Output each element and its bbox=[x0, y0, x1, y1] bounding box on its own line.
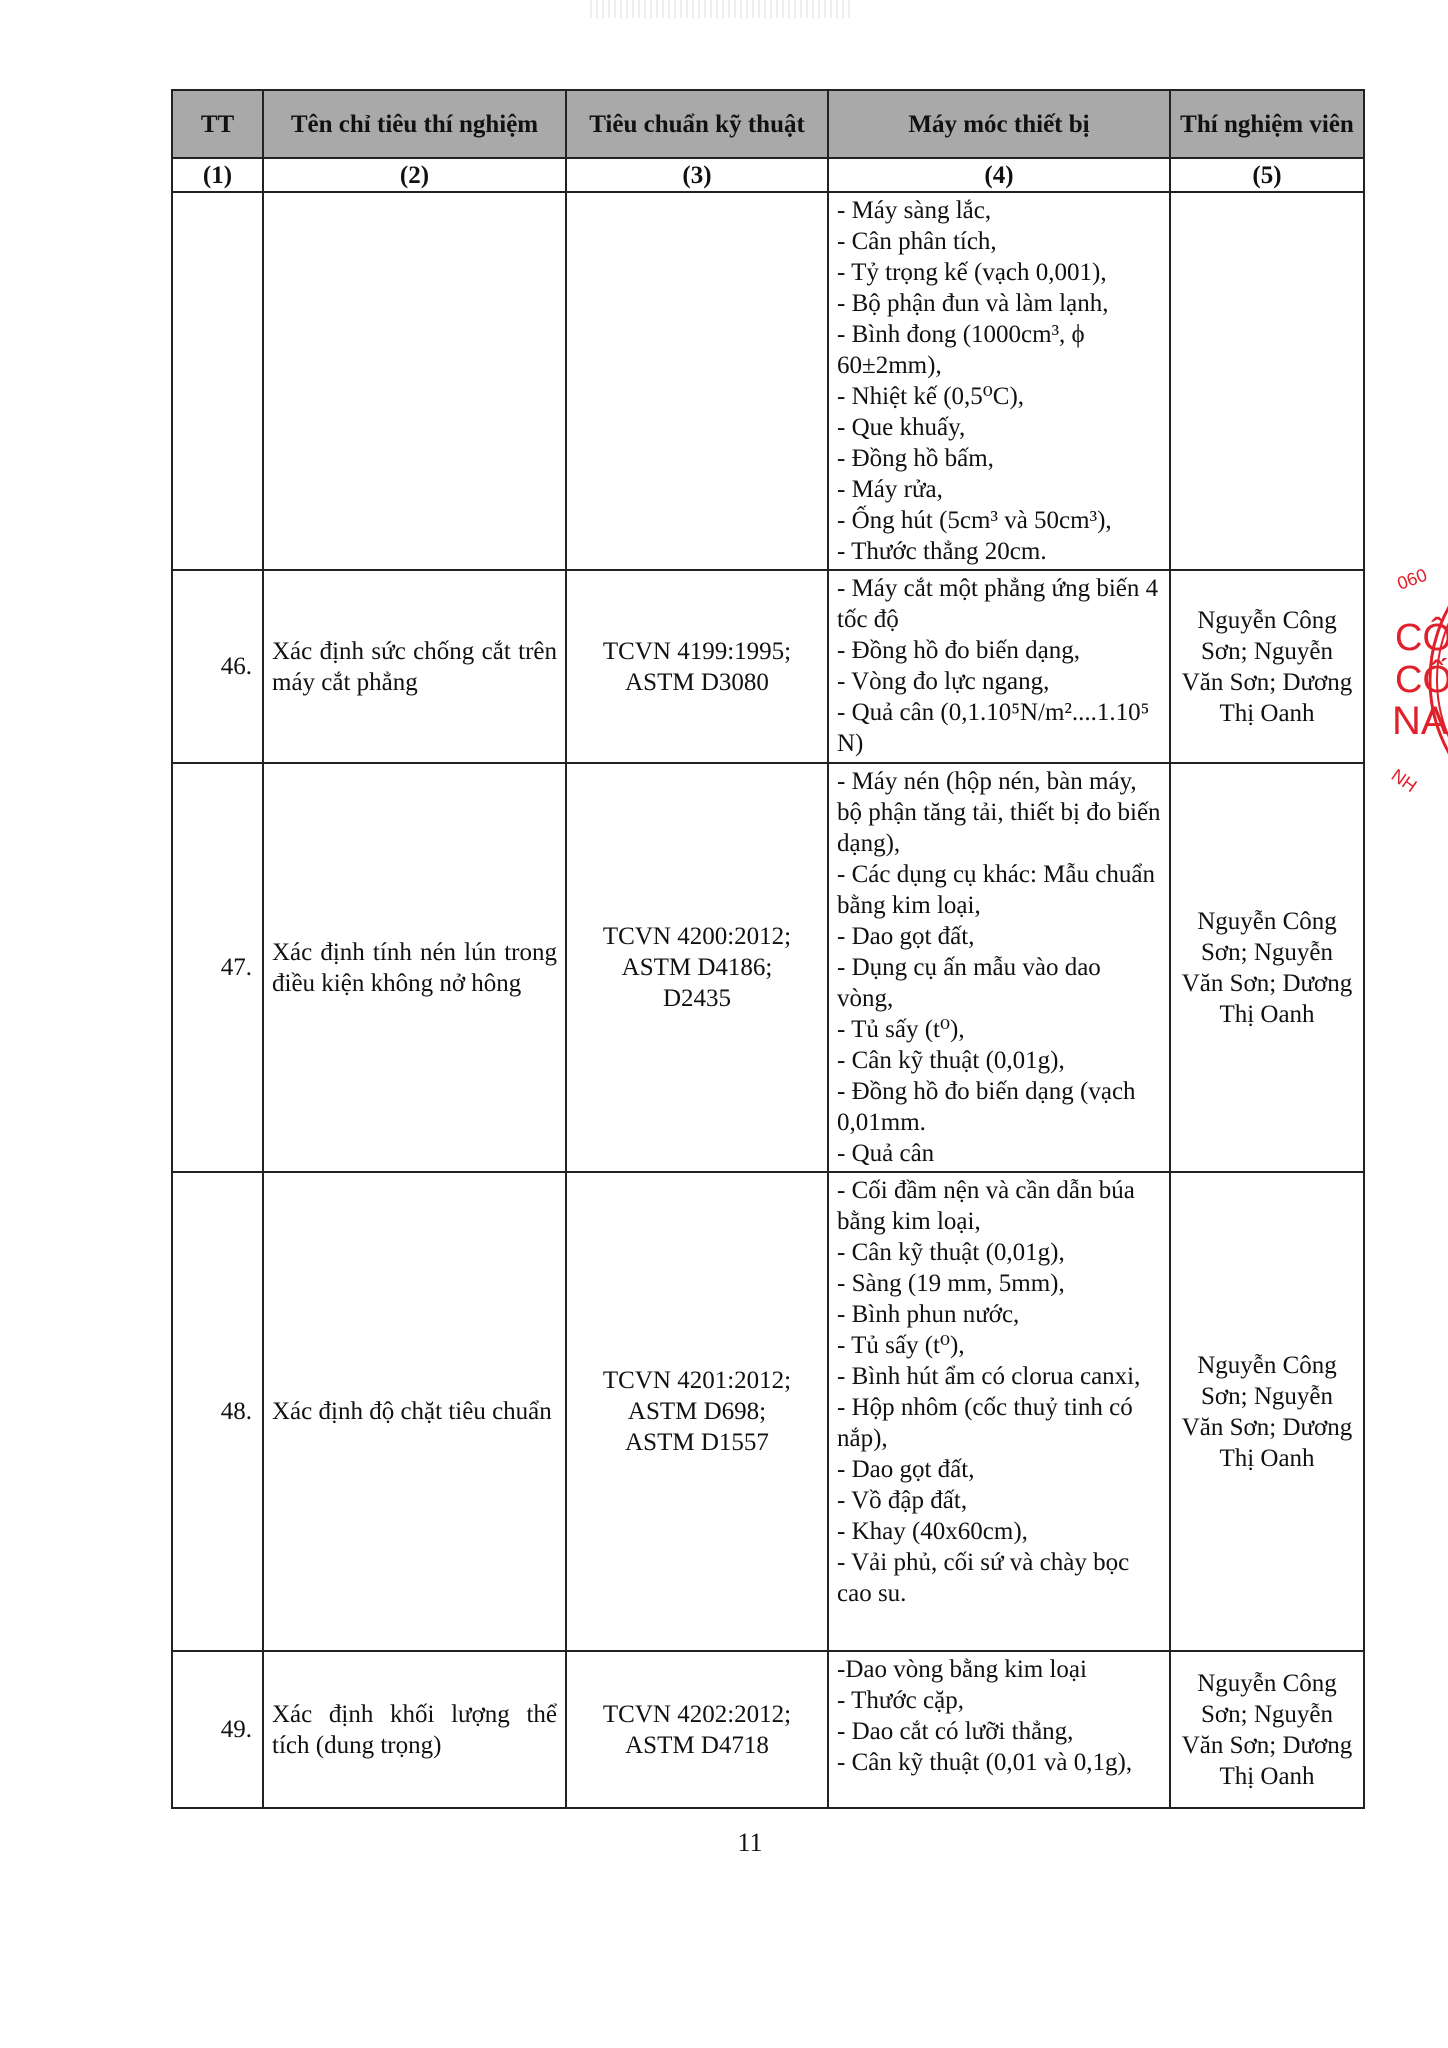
equipment-item: - Bình đong (1000cm³, ϕ 60±2mm), bbox=[837, 321, 1085, 379]
table-row: - Máy sàng lắc, - Cân phân tích, - Tỷ trọn… bbox=[171, 191, 1365, 571]
standard-cell: TCVN 4201:2012; ASTM D698; ASTM D1557 bbox=[565, 1171, 829, 1652]
header-row: TT Tên chỉ tiêu thí nghiệm Tiêu chuẩn kỹ… bbox=[171, 89, 1365, 159]
equipment-item: - Tủ sấy (t⁰), bbox=[837, 1016, 965, 1043]
equipment-item: - Cân phân tích, bbox=[837, 228, 997, 255]
standard-cell: TCVN 4202:2012; ASTM D4718 bbox=[565, 1650, 829, 1809]
header-equipment: Máy móc thiết bị bbox=[827, 89, 1171, 159]
staff-names: Nguyễn Công Sơn; Nguyễn Văn Sơn; Dương T… bbox=[1169, 1650, 1365, 1809]
staff-names: Nguyễn Công Sơn; Nguyễn Văn Sơn; Dương T… bbox=[1169, 1171, 1365, 1652]
standard-code: TCVN 4202:2012; bbox=[602, 1700, 792, 1728]
equipment-item: -Dao vòng bằng kim loại bbox=[837, 1656, 1087, 1683]
red-stamp: 060 CÔ CỐ NA NH bbox=[1380, 540, 1448, 820]
header-staff: Thí nghiệm viên bbox=[1169, 89, 1365, 159]
equipment-cell: - Máy nén (hộp nén, bàn máy, bộ phận tăn… bbox=[827, 762, 1171, 1173]
equipment-item: - Máy cắt một phẳng ứng biến 4 tốc độ bbox=[837, 575, 1159, 633]
column-number: (3) bbox=[565, 157, 829, 193]
equipment-item: - Đồng hồ đo biến dạng (vạch 0,01mm. bbox=[837, 1078, 1136, 1136]
row-number: 47. bbox=[171, 762, 264, 1173]
equipment-cell: - Máy cắt một phẳng ứng biến 4 tốc độ - Đ… bbox=[827, 569, 1171, 764]
equipment-item: - Máy sàng lắc, bbox=[837, 197, 992, 224]
column-number: (5) bbox=[1169, 157, 1365, 193]
equipment-item: - Dao gọt đất, bbox=[837, 923, 975, 950]
equipment-item: - Quả cân (0,1.10⁵N/m²....1.10⁵ N) bbox=[837, 699, 1150, 757]
equipment-item: - Đồng hồ bấm, bbox=[837, 445, 994, 472]
standard-code: TCVN 4199:1995; bbox=[602, 637, 792, 665]
equipment-item: - Vồ đập đất, bbox=[837, 1487, 968, 1514]
equipment-item: - Vòng đo lực ngang, bbox=[837, 668, 1050, 695]
stamp-text: CÔ bbox=[1395, 615, 1448, 659]
equipment-item: - Bộ phận đun và làm lạnh, bbox=[837, 290, 1109, 317]
page-number: 11 bbox=[737, 1828, 763, 1857]
equipment-item: - Thước thẳng 20cm. bbox=[837, 538, 1047, 565]
test-name: Xác định tính nén lún trong điều kiện kh… bbox=[262, 762, 567, 1173]
equipment-item: - Khay (40x60cm), bbox=[837, 1518, 1028, 1545]
equipment-cell: -Dao vòng bằng kim loại - Thước cặp, - Dao… bbox=[827, 1650, 1171, 1809]
table-row: 46. Xác định sức chống cắt trên máy cắt p… bbox=[171, 569, 1365, 764]
row-number: 49. bbox=[171, 1650, 264, 1809]
equipment-item: - Đồng hồ đo biến dạng, bbox=[837, 637, 1081, 664]
table-row: 48. Xác định độ chặt tiêu chuẩn TCVN 4201:… bbox=[171, 1171, 1365, 1652]
stamp-text: NA bbox=[1392, 699, 1448, 743]
equipment-item: - Máy rửa, bbox=[837, 476, 943, 503]
equipment-item: - Sàng (19 mm, 5mm), bbox=[837, 1270, 1065, 1297]
equipment-item: - Cối đầm nện và cần dẫn búa bằng kim lo… bbox=[837, 1177, 1135, 1235]
table-row: 49. Xác định khối lượng thể tích (dung tr… bbox=[171, 1650, 1365, 1809]
standard-code: ASTM D4186; bbox=[621, 954, 773, 981]
equipment-item: - Hộp nhôm (cốc thuỷ tinh có nắp), bbox=[837, 1394, 1133, 1452]
header-test-name: Tên chỉ tiêu thí nghiệm bbox=[262, 89, 567, 159]
equipment-item: - Tỷ trọng kế (vạch 0,001), bbox=[837, 259, 1107, 286]
standard-code: D2435 bbox=[662, 985, 732, 1012]
equipment-item: - Quả cân bbox=[837, 1140, 935, 1167]
standard-cell bbox=[565, 191, 829, 571]
staff-names bbox=[1169, 191, 1365, 571]
equipment-item: - Cân kỹ thuật (0,01g), bbox=[837, 1047, 1065, 1074]
column-number-row: (1) (2) (3) (4) (5) bbox=[171, 157, 1365, 193]
equipment-item: - Vải phủ, cối sứ và chày bọc cao su. bbox=[837, 1549, 1130, 1607]
equipment-item: - Tủ sấy (t⁰), bbox=[837, 1332, 965, 1359]
equipment-item: - Dao gọt đất, bbox=[837, 1456, 975, 1483]
column-number: (4) bbox=[827, 157, 1171, 193]
row-number: 48. bbox=[171, 1171, 264, 1652]
equipment-item: - Bình hút ẩm có clorua canxi, bbox=[837, 1363, 1141, 1390]
standard-code: ASTM D4718 bbox=[625, 1731, 769, 1759]
column-number: (2) bbox=[262, 157, 567, 193]
row-number bbox=[171, 191, 264, 571]
equipment-item: - Dụng cụ ấn mẫu vào dao vòng, bbox=[837, 954, 1101, 1012]
equipment-table: TT Tên chỉ tiêu thí nghiệm Tiêu chuẩn kỹ… bbox=[171, 89, 1365, 1809]
equipment-item: - Que khuấy, bbox=[837, 414, 966, 441]
standard-cell: TCVN 4200:2012; ASTM D4186; D2435 bbox=[565, 762, 829, 1173]
test-name: Xác định độ chặt tiêu chuẩn bbox=[262, 1171, 567, 1652]
table-row: 47. Xác định tính nén lún trong điều kiện… bbox=[171, 762, 1365, 1173]
stamp-text: CỐ bbox=[1395, 656, 1448, 701]
equipment-cell: - Cối đầm nện và cần dẫn búa bằng kim lo… bbox=[827, 1171, 1171, 1652]
column-number: (1) bbox=[171, 157, 264, 193]
header-tt: TT bbox=[171, 89, 264, 159]
standard-code: TCVN 4200:2012; bbox=[602, 923, 792, 950]
staff-names: Nguyễn Công Sơn; Nguyễn Văn Sơn; Dương T… bbox=[1169, 762, 1365, 1173]
standard-code: ASTM D698; bbox=[627, 1398, 767, 1425]
test-name: Xác định khối lượng thể tích (dung trọng… bbox=[262, 1650, 567, 1809]
standard-code: ASTM D1557 bbox=[625, 1429, 769, 1456]
standard-code: ASTM D3080 bbox=[625, 668, 769, 696]
stamp-text: NH bbox=[1388, 765, 1421, 796]
equipment-item: - Ống hút (5cm³ và 50cm³), bbox=[837, 507, 1112, 534]
equipment-item: - Nhiệt kế (0,5⁰C), bbox=[837, 383, 1025, 410]
equipment-item: - Máy nén (hộp nén, bàn máy, bộ phận tăn… bbox=[837, 768, 1161, 857]
header-standard: Tiêu chuẩn kỹ thuật bbox=[565, 89, 829, 159]
stamp-text: 060 bbox=[1395, 565, 1430, 594]
standard-code: TCVN 4201:2012; bbox=[602, 1367, 792, 1394]
staff-names: Nguyễn Công Sơn; Nguyễn Văn Sơn; Dương T… bbox=[1169, 569, 1365, 764]
test-name bbox=[262, 191, 567, 571]
equipment-item: - Bình phun nước, bbox=[837, 1301, 1020, 1328]
equipment-item: - Cân kỹ thuật (0,01 và 0,1g), bbox=[837, 1749, 1133, 1776]
equipment-item: - Thước cặp, bbox=[837, 1687, 964, 1714]
standard-cell: TCVN 4199:1995; ASTM D3080 bbox=[565, 569, 829, 764]
equipment-item: - Cân kỹ thuật (0,01g), bbox=[837, 1239, 1065, 1266]
test-name: Xác định sức chống cắt trên máy cắt phẳn… bbox=[262, 569, 567, 764]
row-number: 46. bbox=[171, 569, 264, 764]
scan-artifact bbox=[590, 0, 850, 18]
equipment-item: - Các dụng cụ khác: Mẫu chuẩn bằng kim l… bbox=[837, 861, 1155, 919]
equipment-item: - Dao cắt có lưỡi thẳng, bbox=[837, 1718, 1074, 1745]
equipment-cell: - Máy sàng lắc, - Cân phân tích, - Tỷ trọn… bbox=[827, 191, 1171, 571]
